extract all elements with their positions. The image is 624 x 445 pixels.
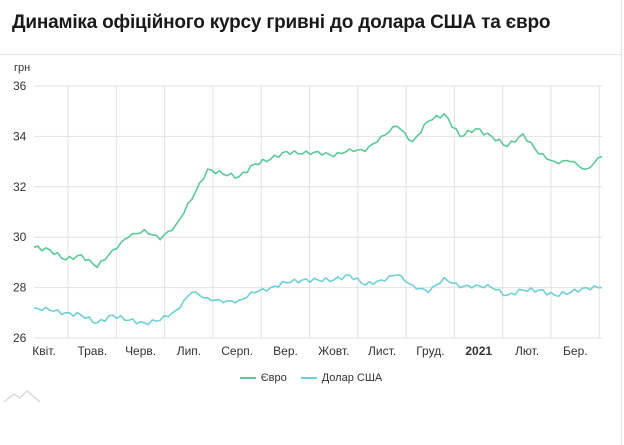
grid-layer xyxy=(34,85,602,339)
x-axis-ticks: Квіт. Трав. Черв. Лип. Серп. Вер. Жовт. Лист. Гр… xyxy=(32,344,587,358)
y-tick-label: 28 xyxy=(13,281,27,295)
legend-swatch-usd xyxy=(300,377,317,379)
y-unit-label: грн xyxy=(14,62,31,74)
x-tick-label: Вер. xyxy=(273,344,298,358)
x-tick-label: Бер. xyxy=(563,344,588,358)
y-tick-label: 30 xyxy=(13,230,27,244)
x-tick-label: 2021 xyxy=(465,344,492,358)
x-tick-label: Груд. xyxy=(416,344,444,358)
y-tick-label: 32 xyxy=(13,180,27,194)
y-tick-label: 26 xyxy=(13,331,27,345)
x-tick-label: Трав. xyxy=(77,344,107,358)
legend-label-euro: Євро xyxy=(260,372,287,384)
line-chart: 26 28 30 32 34 36 Квіт. Трав. Черв. Лип. Серп. Вер… xyxy=(13,79,603,358)
x-tick-label: Лип. xyxy=(177,344,201,358)
series-line-usd xyxy=(33,274,603,326)
legend-item-euro[interactable]: Євро xyxy=(239,372,287,384)
x-tick-label: Лист. xyxy=(368,344,396,358)
mountain-icon xyxy=(3,390,41,403)
legend: Євро Долар США xyxy=(0,372,622,384)
x-tick-label: Жовт. xyxy=(318,344,349,358)
title-divider xyxy=(0,54,622,55)
x-tick-label: Серп. xyxy=(221,344,253,358)
series-line-euro xyxy=(33,112,603,269)
series-layer xyxy=(33,112,603,326)
x-tick-label: Лют. xyxy=(515,344,539,358)
y-axis-ticks: 26 28 30 32 34 36 xyxy=(13,79,27,345)
x-tick-label: Черв. xyxy=(125,344,156,358)
x-tick-label: Квіт. xyxy=(32,344,56,358)
legend-item-usd[interactable]: Долар США xyxy=(300,372,383,384)
chart-title: Динаміка офіційного курсу гривні до дола… xyxy=(12,12,551,33)
y-tick-label: 36 xyxy=(13,79,27,93)
y-tick-label: 34 xyxy=(13,129,27,143)
legend-label-usd: Долар США xyxy=(321,372,383,384)
legend-swatch-euro xyxy=(239,377,256,379)
